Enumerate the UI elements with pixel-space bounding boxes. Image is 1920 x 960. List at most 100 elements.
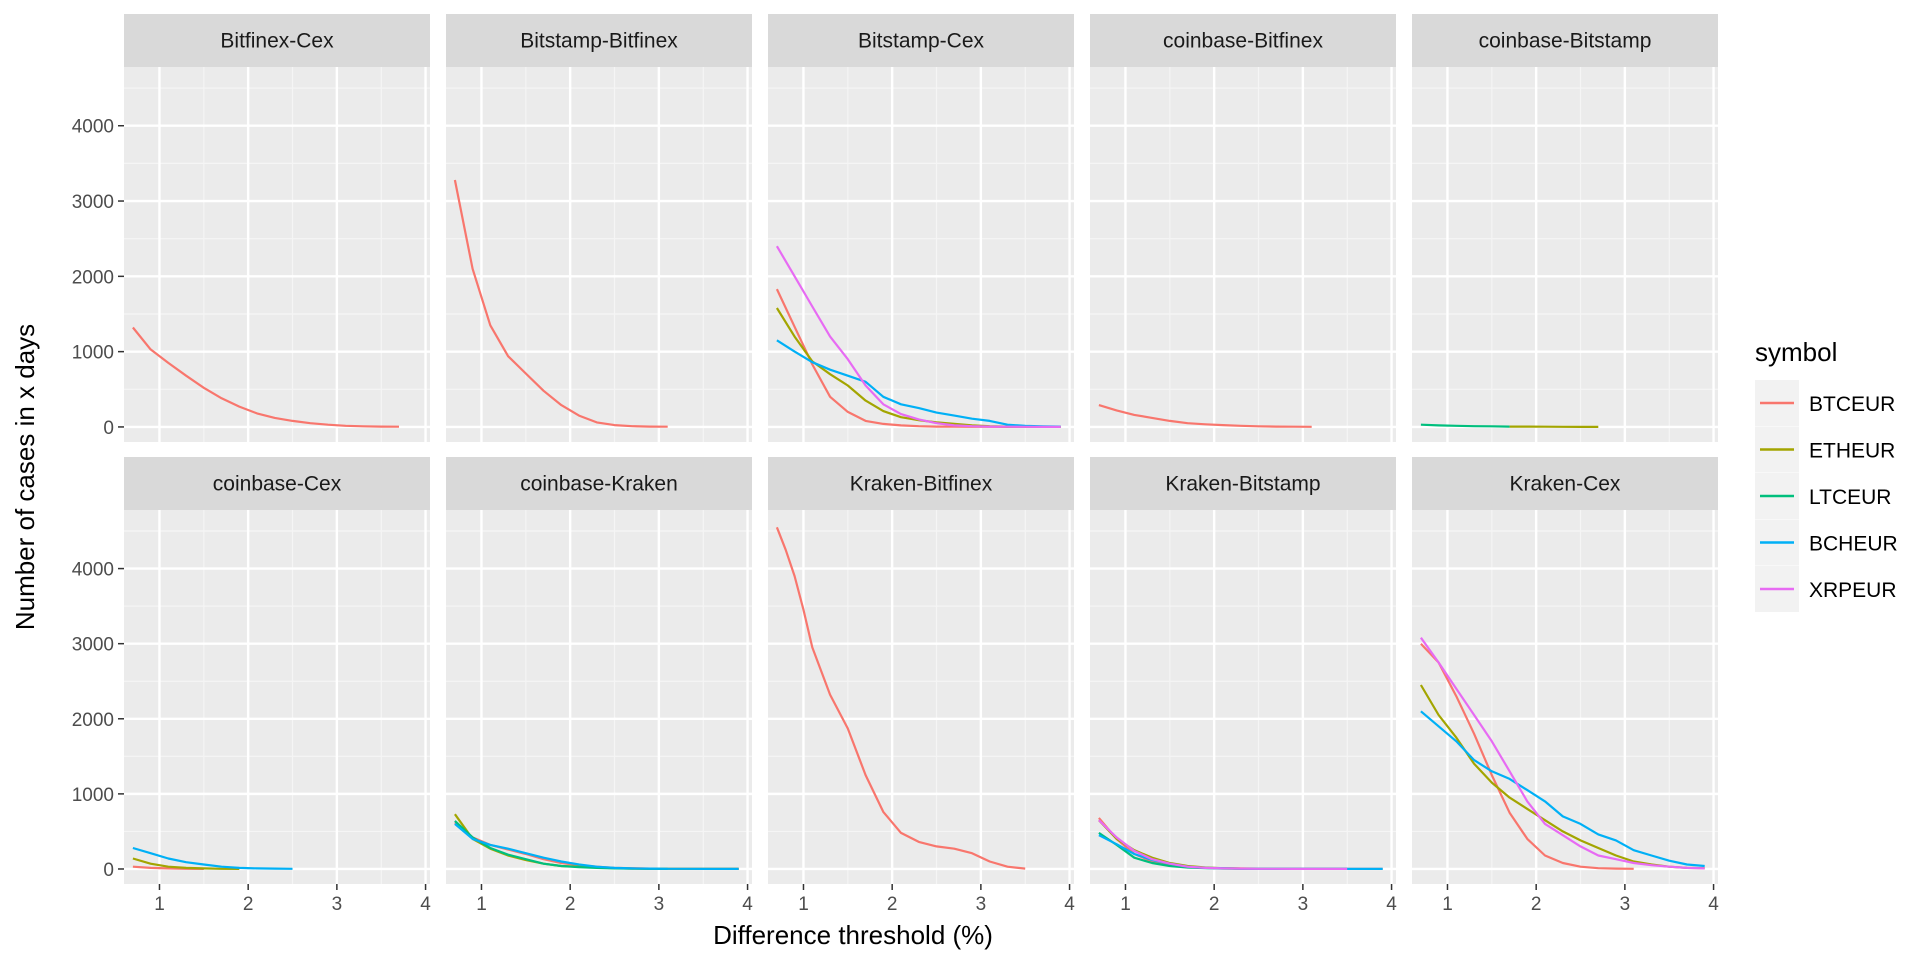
facet-panel: Bitstamp-Cex xyxy=(768,14,1074,442)
x-axis-ticks: 1 2 3 4 1 2 3 4 1 2 3 4 1 2 3 4 1 2 3 4 xyxy=(154,884,1719,915)
facet-panel: coinbase-Bitstamp xyxy=(1412,14,1718,442)
x-tick-label: 4 xyxy=(420,894,431,915)
facet-strip xyxy=(124,457,430,510)
series-line-xrpeur xyxy=(1420,637,1705,870)
x-tick-label: 1 xyxy=(154,894,165,915)
legend: symbol BTCEUR ETHEUR LTCEUR BCHEUR XRPEUR xyxy=(1755,337,1898,612)
x-tick-label: 4 xyxy=(1708,894,1719,915)
panels-layer: Bitfinex-Cex Bitstamp-Bitfinex Bitstamp-Ce… xyxy=(124,14,1718,884)
legend-label: ETHEUR xyxy=(1809,440,1895,463)
facet-panel: coinbase-Kraken xyxy=(446,457,752,884)
facet-panel: Kraken-Bitstamp xyxy=(1090,457,1396,884)
facet-panel: Kraken-Bitfinex xyxy=(768,457,1074,884)
facet-strip xyxy=(1412,14,1718,67)
x-tick-label: 2 xyxy=(565,894,576,915)
x-tick-label: 2 xyxy=(243,894,254,915)
facet-strip xyxy=(1412,457,1718,510)
facet-title: coinbase-Bitfinex xyxy=(1163,30,1323,53)
x-axis-title: Difference threshold (%) xyxy=(713,920,993,950)
facet-strip xyxy=(768,457,1074,510)
facet-title: coinbase-Bitstamp xyxy=(1479,30,1652,53)
facet-title: Kraken-Bitfinex xyxy=(850,473,993,496)
series-line-xrpeur xyxy=(775,245,1061,428)
panel-background xyxy=(124,67,430,442)
series-line-bcheur xyxy=(776,339,1061,428)
series-line-btceur xyxy=(775,526,1026,870)
y-axis-ticks: 0 1000 2000 3000 4000 0 1000 2000 3000 4000 xyxy=(72,117,124,881)
facet-strip xyxy=(124,14,430,67)
facet-title: Bitfinex-Cex xyxy=(220,30,334,53)
legend-label: BCHEUR xyxy=(1809,533,1898,556)
facet-panel: Bitstamp-Bitfinex xyxy=(446,14,752,442)
facet-title: coinbase-Cex xyxy=(213,473,342,496)
panel-background xyxy=(446,510,752,884)
series-line-etheur xyxy=(132,857,240,871)
facet-panel: coinbase-Bitfinex xyxy=(1090,14,1396,442)
x-tick-label: 3 xyxy=(1298,894,1309,915)
panel-background xyxy=(124,510,430,884)
facet-title: Kraken-Bitstamp xyxy=(1165,473,1320,496)
series-line-ltceur xyxy=(1420,423,1510,428)
facet-strip xyxy=(1090,457,1396,510)
facet-title: Kraken-Cex xyxy=(1510,473,1621,496)
facet-panel: coinbase-Cex xyxy=(124,457,430,884)
facet-strip xyxy=(446,14,752,67)
panel-background xyxy=(1412,510,1718,884)
y-tick-label: 2000 xyxy=(72,710,114,731)
legend-label: LTCEUR xyxy=(1809,486,1891,509)
y-tick-label: 4000 xyxy=(72,117,114,138)
x-tick-label: 3 xyxy=(654,894,665,915)
series-line-btceur xyxy=(132,326,400,428)
x-tick-label: 2 xyxy=(887,894,898,915)
x-tick-label: 1 xyxy=(476,894,487,915)
x-tick-label: 1 xyxy=(1120,894,1131,915)
legend-label: BTCEUR xyxy=(1809,393,1895,416)
facet-title: Bitstamp-Cex xyxy=(858,30,985,53)
x-tick-label: 1 xyxy=(798,894,809,915)
x-tick-label: 3 xyxy=(976,894,987,915)
series-line-btceur xyxy=(453,179,668,428)
facet-title: coinbase-Kraken xyxy=(520,473,678,496)
x-tick-label: 2 xyxy=(1209,894,1220,915)
facet-strip xyxy=(1090,14,1396,67)
panel-background xyxy=(446,67,752,442)
facet-strip xyxy=(446,457,752,510)
legend-title: symbol xyxy=(1755,337,1837,367)
y-tick-label: 0 xyxy=(103,418,114,439)
panel-background xyxy=(1090,67,1396,442)
legend-item-btceur: BTCEUR xyxy=(1755,380,1895,426)
legend-item-xrpeur: XRPEUR xyxy=(1755,566,1897,612)
series-line-bcheur xyxy=(1420,710,1705,868)
series-line-bcheur xyxy=(132,846,293,870)
panel-background xyxy=(1412,67,1718,442)
facet-strip xyxy=(768,14,1074,67)
x-tick-label: 1 xyxy=(1442,894,1453,915)
series-line-btceur xyxy=(1098,404,1312,428)
y-axis-title: Number of cases in x days xyxy=(10,324,40,630)
y-tick-label: 3000 xyxy=(72,192,114,213)
y-tick-label: 0 xyxy=(103,860,114,881)
y-tick-label: 1000 xyxy=(72,343,114,364)
facet-panel: Kraken-Cex xyxy=(1412,457,1718,884)
legend-item-etheur: ETHEUR xyxy=(1755,426,1895,473)
panel-background xyxy=(1090,510,1396,884)
panel-background xyxy=(768,510,1074,884)
series-line-xrpeur xyxy=(1098,819,1348,871)
legend-item-ltceur: LTCEUR xyxy=(1755,473,1891,519)
x-tick-label: 4 xyxy=(1386,894,1397,915)
y-tick-label: 4000 xyxy=(72,560,114,581)
y-tick-label: 3000 xyxy=(72,635,114,656)
legend-item-bcheur: BCHEUR xyxy=(1755,519,1898,566)
y-tick-label: 2000 xyxy=(72,267,114,288)
x-tick-label: 2 xyxy=(1531,894,1542,915)
x-tick-label: 3 xyxy=(332,894,343,915)
facet-title: Bitstamp-Bitfinex xyxy=(520,30,678,53)
x-tick-label: 3 xyxy=(1620,894,1631,915)
y-tick-label: 1000 xyxy=(72,785,114,806)
legend-items: BTCEUR ETHEUR LTCEUR BCHEUR XRPEUR xyxy=(1755,380,1898,612)
series-line-btceur xyxy=(1420,642,1634,870)
facet-panel: Bitfinex-Cex xyxy=(124,14,430,442)
legend-label: XRPEUR xyxy=(1809,579,1897,602)
series-line-bcheur xyxy=(454,823,739,871)
